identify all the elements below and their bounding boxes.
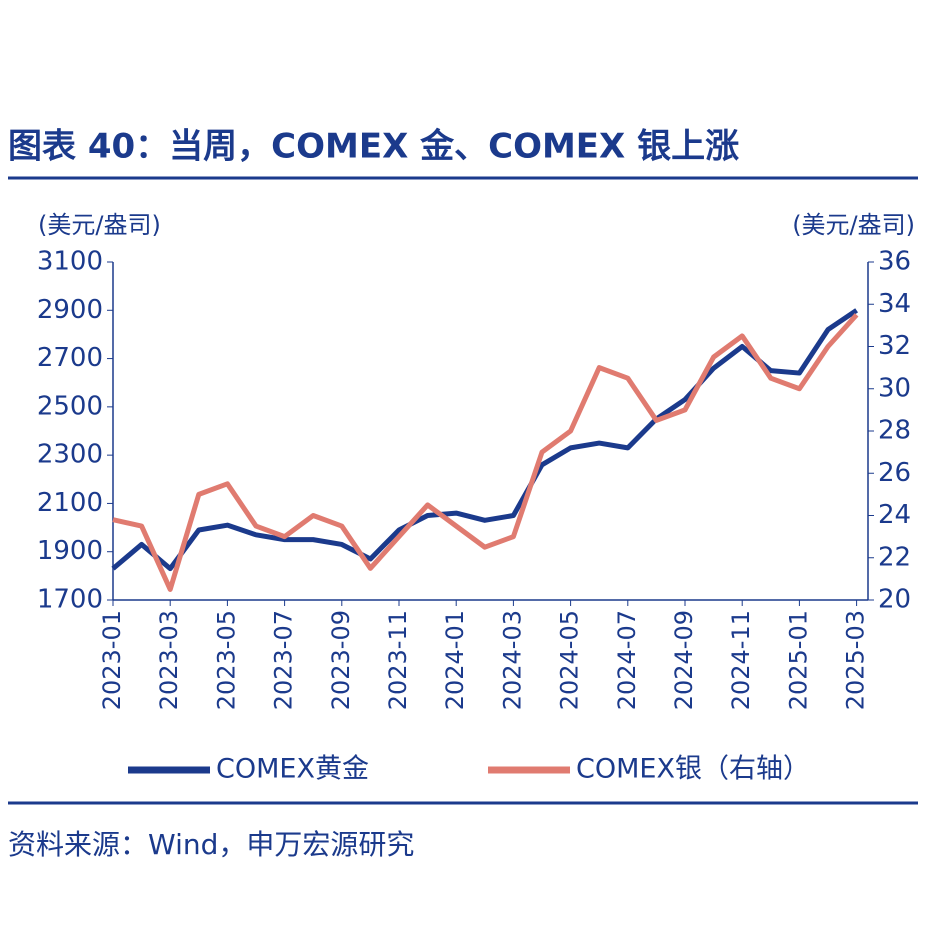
y-tick-label: 2100 bbox=[37, 488, 103, 518]
legend-label: COMEX银（右轴） bbox=[576, 754, 810, 785]
y2-tick-label: 36 bbox=[878, 247, 911, 277]
y-tick-label: 2900 bbox=[37, 295, 103, 325]
source: 资料来源：Wind，申万宏源研究 bbox=[8, 828, 414, 861]
x-tick-label: 2024-09 bbox=[670, 610, 698, 710]
y2-tick-label: 34 bbox=[878, 289, 911, 319]
y2-tick-label: 28 bbox=[878, 416, 911, 446]
y-tick-label: 1700 bbox=[37, 585, 103, 615]
x-tick-label: 2023-11 bbox=[384, 610, 412, 710]
y2-axis-label: (美元/盎司) bbox=[792, 211, 915, 239]
legend-label: COMEX黄金 bbox=[216, 754, 369, 785]
y-tick-label: 3100 bbox=[37, 247, 103, 277]
x-tick-label: 2024-03 bbox=[498, 610, 526, 710]
y-tick-label: 2500 bbox=[37, 391, 103, 421]
series-line bbox=[111, 308, 858, 572]
x-tick-label: 2023-09 bbox=[327, 610, 355, 710]
x-tick-label: 2023-01 bbox=[98, 610, 126, 710]
series-line bbox=[112, 313, 859, 592]
y-tick-label: 1900 bbox=[37, 536, 103, 566]
x-tick-label: 2024-07 bbox=[613, 610, 641, 710]
y2-tick-label: 20 bbox=[878, 585, 911, 615]
x-tick-label: 2024-05 bbox=[556, 610, 584, 710]
y2-tick-label: 24 bbox=[878, 500, 911, 530]
y2-tick-label: 22 bbox=[878, 542, 911, 572]
x-tick-label: 2023-07 bbox=[270, 610, 298, 710]
x-tick-label: 2025-01 bbox=[784, 610, 812, 710]
x-tick-label: 2025-03 bbox=[842, 610, 870, 710]
x-tick-label: 2024-01 bbox=[441, 610, 469, 710]
x-tick-label: 2023-03 bbox=[155, 610, 183, 710]
chart-title: 图表 40：当周，COMEX 金、COMEX 银上涨 bbox=[8, 127, 739, 167]
x-tick-label: 2024-11 bbox=[727, 610, 755, 710]
y2-tick-label: 26 bbox=[878, 458, 911, 488]
x-tick-label: 2023-05 bbox=[212, 610, 240, 710]
y2-tick-label: 30 bbox=[878, 373, 911, 403]
y-tick-label: 2700 bbox=[37, 343, 103, 373]
y-tick-label: 2300 bbox=[37, 440, 103, 470]
y-axis-label: (美元/盎司) bbox=[38, 211, 161, 239]
y2-tick-label: 32 bbox=[878, 331, 911, 361]
